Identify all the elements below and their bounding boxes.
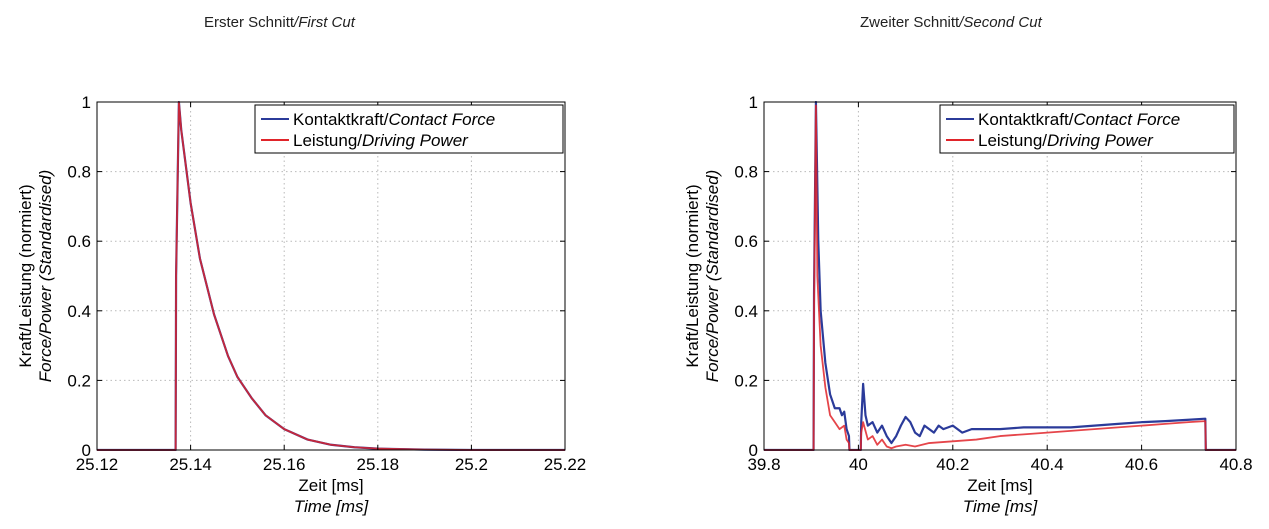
x-axis-label: Zeit [ms] bbox=[967, 476, 1032, 495]
caption-sub: /Second Cut bbox=[959, 14, 1042, 31]
series-line-driving-power bbox=[764, 104, 1236, 451]
y-tick-label: 0.2 bbox=[67, 371, 91, 390]
y-tick-label: 0.6 bbox=[734, 232, 758, 251]
y-tick-label: 0.4 bbox=[67, 302, 91, 321]
y-tick-label: 0.6 bbox=[67, 232, 91, 251]
x-axis-label: Zeit [ms] bbox=[298, 476, 363, 495]
x-tick-label: 39.8 bbox=[747, 455, 780, 474]
y-tick-label: 1 bbox=[82, 93, 91, 112]
caption-sub: /First Cut bbox=[294, 14, 355, 31]
x-tick-label: 25.22 bbox=[544, 455, 587, 474]
caption-main: Zweiter Schnitt bbox=[860, 14, 960, 31]
x-axis-label-sub: Time [ms] bbox=[294, 497, 370, 516]
x-axis-label-sub: Time [ms] bbox=[963, 497, 1039, 516]
x-tick-label: 40 bbox=[849, 455, 868, 474]
axes-box bbox=[96, 101, 566, 451]
legend: Kontaktkraft/Contact Force Leistung/Drivi… bbox=[939, 104, 1235, 154]
y-tick-label: 0.8 bbox=[67, 163, 91, 182]
legend: Kontaktkraft/Contact Force Leistung/Drivi… bbox=[254, 104, 564, 154]
y-tick-label: 0.8 bbox=[734, 163, 758, 182]
y-axis-label-sub: Force/Power (Standardised) bbox=[36, 170, 55, 383]
x-tick-label: 25.16 bbox=[263, 455, 306, 474]
x-tick-label: 25.14 bbox=[169, 455, 212, 474]
legend-label: Kontaktkraft/Contact Force bbox=[978, 110, 1180, 129]
chart-1: 25.12 25.14 25.16 25.18 25.2 25.22 0 0.2 0.4 0.6 0… bbox=[16, 93, 586, 516]
legend-label: Leistung/Driving Power bbox=[293, 131, 469, 150]
y-tick-label: 0 bbox=[82, 441, 91, 460]
y-tick-label: 0.4 bbox=[734, 302, 758, 321]
y-axis-label-sub: Force/Power (Standardised) bbox=[703, 170, 722, 383]
plot-area bbox=[764, 102, 1236, 450]
y-axis-label: Kraft/Leistung (normiert) bbox=[683, 184, 702, 367]
plot-area bbox=[97, 102, 565, 450]
legend-label: Kontaktkraft/Contact Force bbox=[293, 110, 495, 129]
x-tick-label: 25.12 bbox=[76, 455, 119, 474]
series-line-driving-power bbox=[97, 101, 565, 451]
x-tick-label: 25.18 bbox=[357, 455, 400, 474]
x-tick-label: 40.4 bbox=[1031, 455, 1064, 474]
x-tick-label: 25.2 bbox=[455, 455, 488, 474]
axes-box bbox=[763, 101, 1237, 451]
legend-box bbox=[254, 104, 564, 154]
y-tick-label: 0 bbox=[749, 441, 758, 460]
chart-caption-second: Zweiter Schnitt/Second Cut bbox=[860, 14, 1042, 31]
chart-caption-first: Erster Schnitt/First Cut bbox=[204, 14, 355, 31]
caption-main: Erster Schnitt bbox=[204, 14, 295, 31]
legend-box bbox=[939, 104, 1235, 154]
y-tick-label: 0.2 bbox=[734, 371, 758, 390]
legend-label: Leistung/Driving Power bbox=[978, 131, 1154, 150]
x-tick-label: 40.2 bbox=[936, 455, 969, 474]
y-axis-label: Kraft/Leistung (normiert) bbox=[16, 184, 35, 367]
x-tick-label: 40.6 bbox=[1125, 455, 1158, 474]
series-line-contact-force bbox=[764, 101, 1236, 451]
y-tick-label: 1 bbox=[749, 93, 758, 112]
x-tick-label: 40.8 bbox=[1219, 455, 1252, 474]
chart-2: 39.8 40 40.2 40.4 40.6 40.8 0 0.2 0.4 0.6 0.8 1 Zeit… bbox=[683, 93, 1253, 516]
